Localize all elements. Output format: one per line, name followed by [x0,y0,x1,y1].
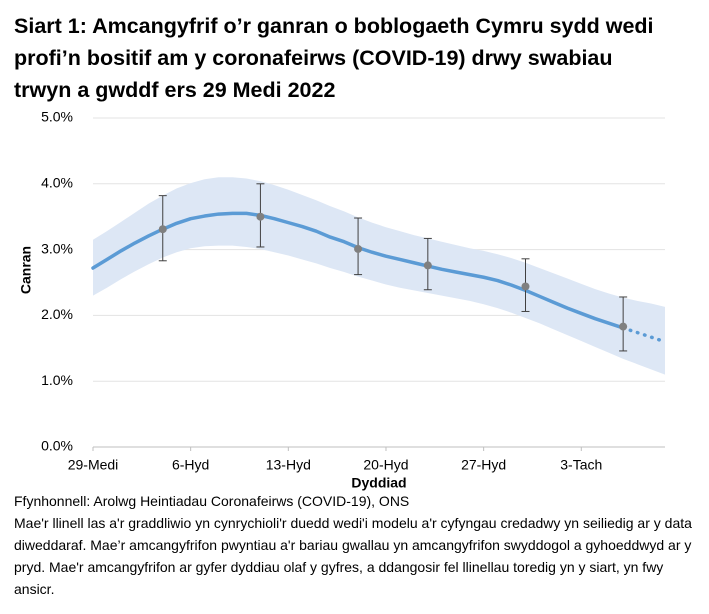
point-estimate [256,212,265,221]
footer: Ffynhonnell: Arolwg Heintiadau Coronafei… [14,490,704,600]
point-estimate [158,225,167,234]
y-tick-label: 0.0% [41,438,73,454]
y-tick-label: 5.0% [41,109,73,125]
x-tick-label: 3-Tach [560,457,602,473]
y-tick-label: 1.0% [41,372,73,388]
point-estimate [354,244,363,253]
note: Mae'r llinell las a'r graddliwio yn cynr… [14,515,692,597]
y-tick-label: 3.0% [41,240,73,256]
y-axis-title: Canran [18,246,34,294]
y-tick-label: 4.0% [41,175,73,191]
chart-title: Siart 1: Amcangyfrif o’r ganran o boblog… [14,14,654,102]
point-estimate [423,261,432,270]
trend-line-provisional [621,326,667,344]
x-axis-title: Dyddiad [351,475,406,491]
x-tick-label: 20-Hyd [363,457,408,473]
x-tick-label: 29-Medi [68,457,119,473]
point-estimate [619,322,628,331]
x-tick-label: 6-Hyd [172,457,209,473]
point-estimate [521,282,530,291]
x-tick-label: 27-Hyd [461,457,506,473]
x-tick-label: 13-Hyd [266,457,311,473]
y-tick-label: 2.0% [41,306,73,322]
source: Ffynhonnell: Arolwg Heintiadau Coronafei… [14,493,410,509]
confidence-band [93,177,665,375]
